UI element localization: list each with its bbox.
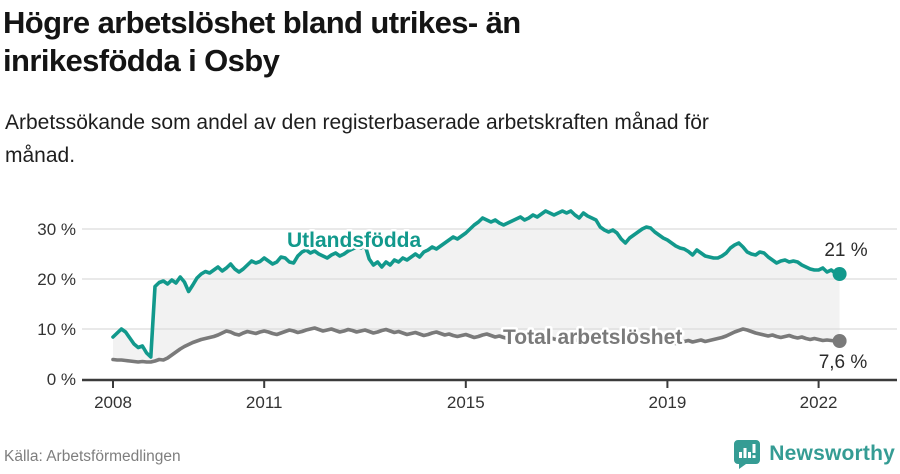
x-tick-label: 2019	[648, 393, 686, 412]
page-title: Högre arbetslöshet bland utrikes- än inr…	[3, 5, 521, 78]
x-tick-label: 2011	[246, 393, 283, 412]
newsworthy-logo-icon	[734, 440, 761, 469]
utlandsfodda-end-dot	[832, 267, 847, 281]
source-note: Källa: Arbetsförmedlingen	[4, 448, 181, 465]
chart-header: Högre arbetslöshet bland utrikes- än inr…	[0, 0, 900, 172]
y-tick-label: 10 %	[37, 320, 76, 339]
total-end-dot	[832, 334, 847, 348]
x-tick-label: 2022	[800, 393, 838, 412]
y-tick-label: 30 %	[37, 220, 76, 239]
utlandsfodda-end-value: 21 %	[824, 240, 867, 261]
series-band-fill	[113, 211, 840, 362]
total-end-value: 7,6 %	[819, 352, 868, 373]
total-arbetsloshet-label: Total arbetslöshet	[503, 326, 682, 349]
line-chart: 2008 2011 2015 2019 2022 0 % 10 % 20 % 30 % Utlan…	[37, 209, 897, 412]
page-subtitle: Arbetssökande som andel av den registerb…	[5, 111, 709, 167]
utlandsfodda-label: Utlandsfödda	[287, 229, 421, 252]
total-arbetsloshet-line	[111, 326, 842, 364]
newsworthy-brand: Newsworthy	[733, 439, 895, 469]
x-tick-label: 2015	[447, 393, 485, 412]
y-tick-label: 0 %	[47, 370, 76, 389]
x-tick-label: 2008	[94, 393, 132, 412]
newsworthy-wordmark: Newsworthy	[769, 442, 895, 465]
utlandsfodda-line	[111, 209, 842, 359]
y-tick-label: 20 %	[37, 270, 76, 289]
